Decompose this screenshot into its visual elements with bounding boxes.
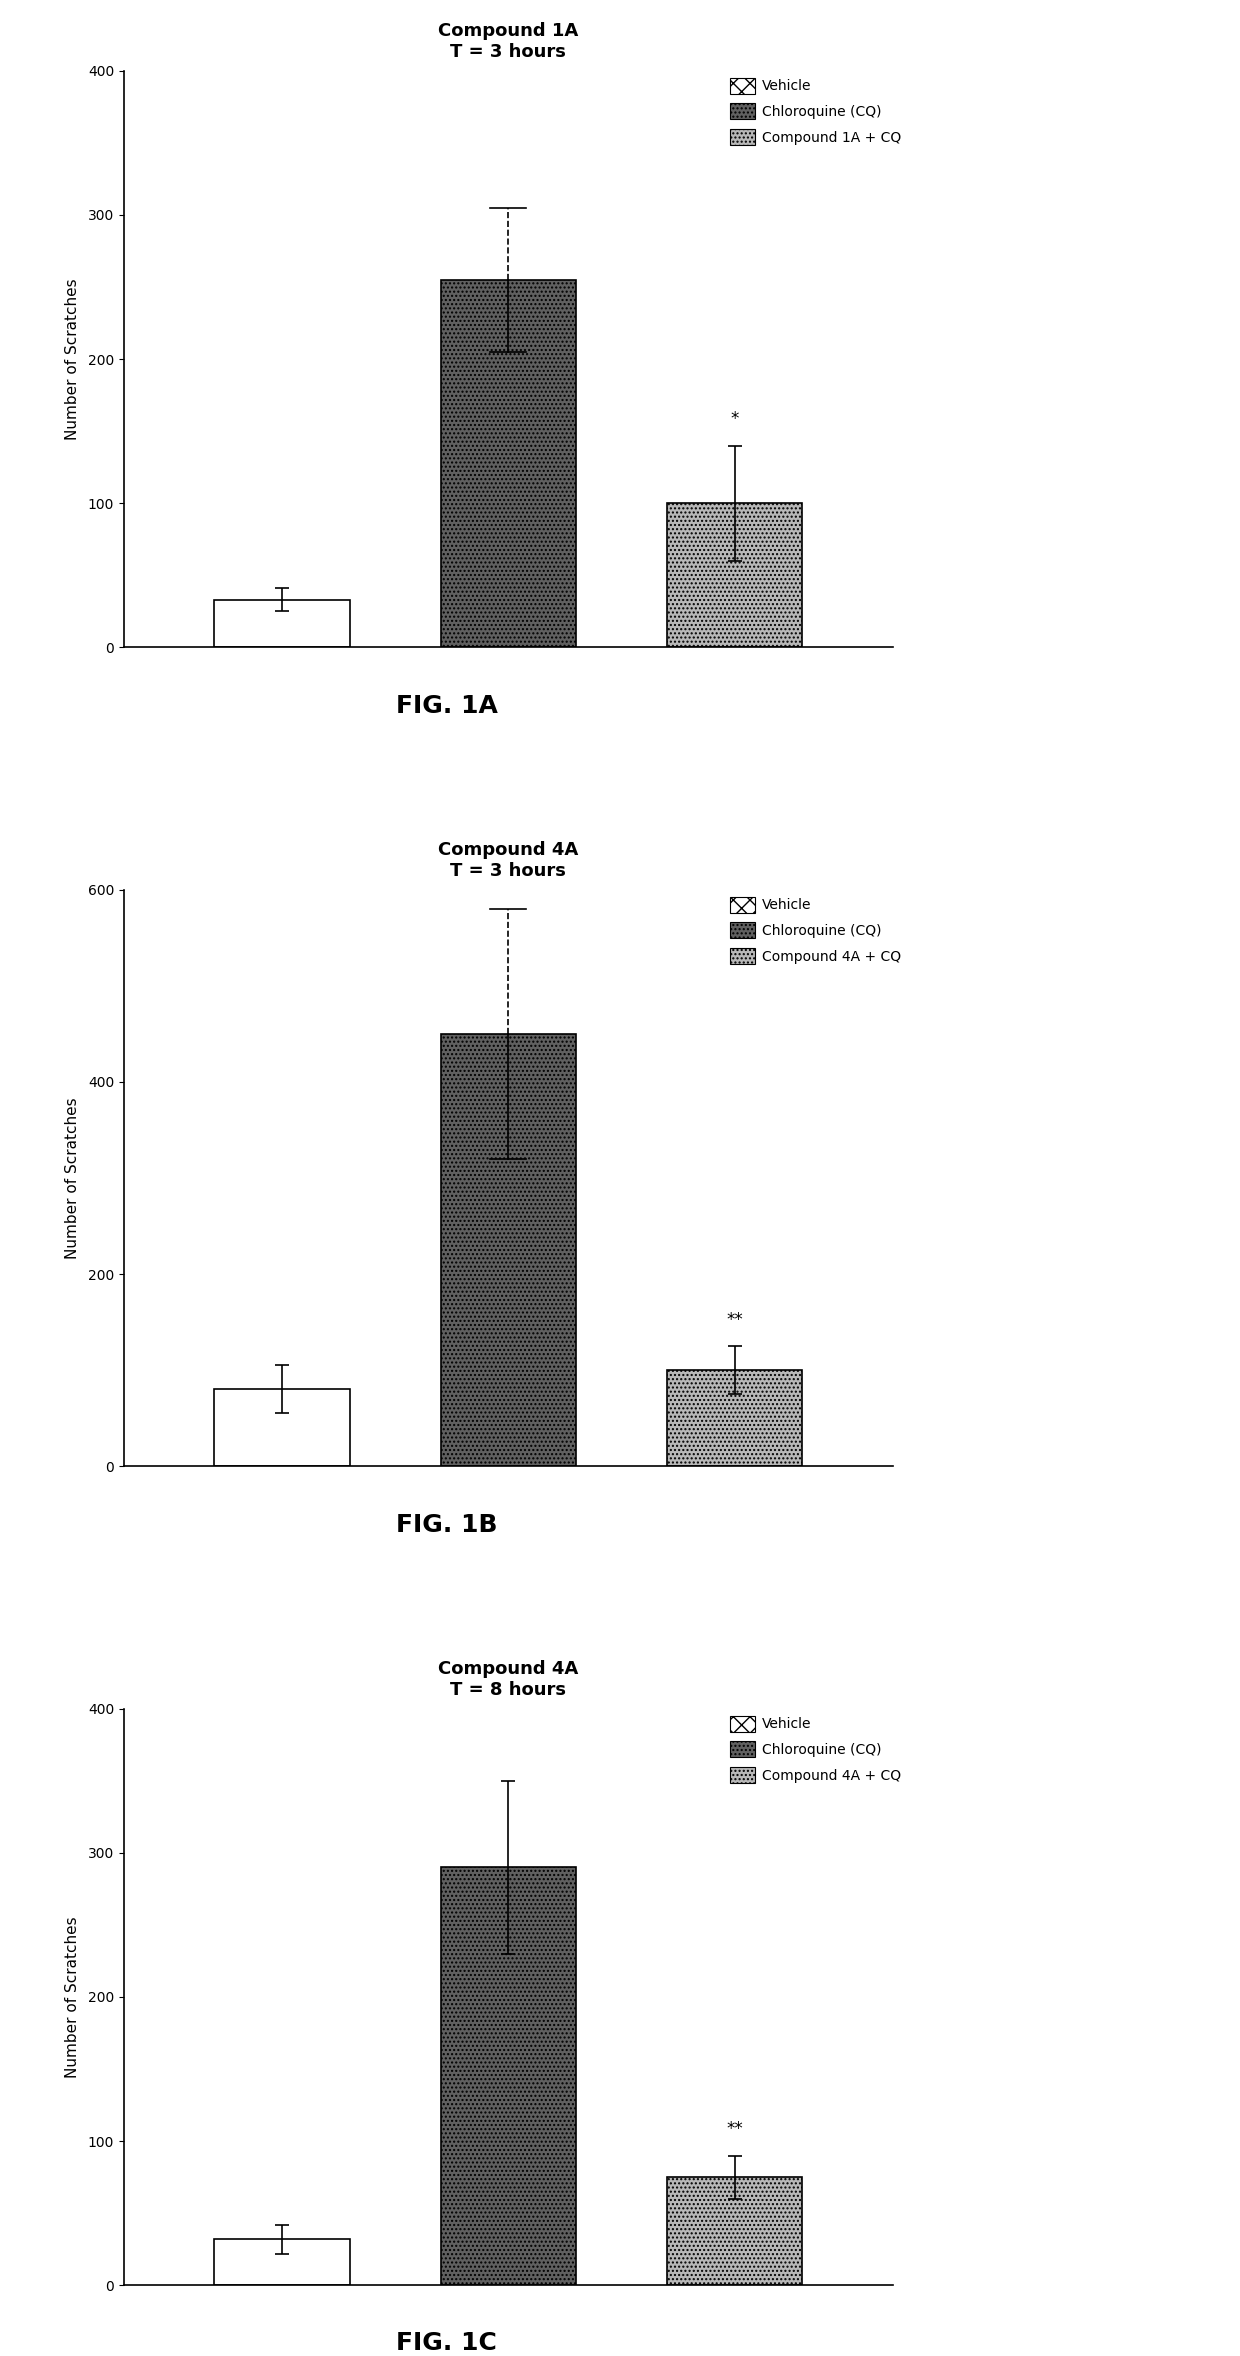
Title: Compound 1A
T = 3 hours: Compound 1A T = 3 hours — [438, 21, 579, 61]
Legend: Vehicle, Chloroquine (CQ), Compound 1A + CQ: Vehicle, Chloroquine (CQ), Compound 1A +… — [730, 78, 901, 146]
Text: **: ** — [727, 2120, 743, 2139]
Text: *: * — [730, 410, 739, 429]
Bar — [667, 2177, 802, 2285]
Bar — [215, 1390, 350, 1465]
Y-axis label: Number of Scratches: Number of Scratches — [64, 1915, 79, 2078]
Y-axis label: Number of Scratches: Number of Scratches — [64, 1098, 79, 1258]
Text: FIG. 1C: FIG. 1C — [397, 2332, 497, 2356]
Bar — [215, 2238, 350, 2285]
Legend: Vehicle, Chloroquine (CQ), Compound 4A + CQ: Vehicle, Chloroquine (CQ), Compound 4A +… — [730, 898, 901, 964]
Title: Compound 4A
T = 3 hours: Compound 4A T = 3 hours — [438, 841, 579, 879]
Text: FIG. 1B: FIG. 1B — [396, 1513, 497, 1536]
Bar — [667, 504, 802, 648]
Y-axis label: Number of Scratches: Number of Scratches — [64, 278, 79, 441]
Legend: Vehicle, Chloroquine (CQ), Compound 4A + CQ: Vehicle, Chloroquine (CQ), Compound 4A +… — [730, 1715, 901, 1783]
Bar — [667, 1371, 802, 1465]
Title: Compound 4A
T = 8 hours: Compound 4A T = 8 hours — [438, 1661, 579, 1699]
Text: **: ** — [727, 1310, 743, 1329]
Bar — [440, 280, 577, 648]
Bar — [215, 601, 350, 648]
Text: FIG. 1A: FIG. 1A — [396, 693, 497, 719]
Bar — [440, 1034, 577, 1465]
Bar — [440, 1868, 577, 2285]
